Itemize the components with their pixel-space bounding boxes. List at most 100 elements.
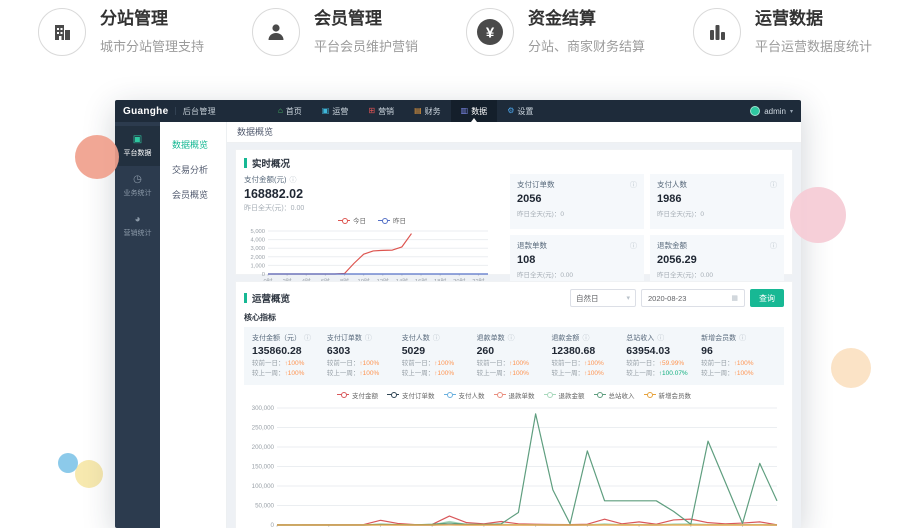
submenu-item-member-overview[interactable]: 会员概览 — [172, 190, 209, 200]
legend-item[interactable]: 新增会员数 — [643, 390, 691, 400]
feature-title: 会员管理 — [313, 9, 382, 28]
svg-text:0时: 0时 — [263, 277, 272, 285]
info-icon[interactable]: ⓘ — [432, 335, 440, 342]
stat-card-refund-orders: 退款单数 ⓘ 108 昨日全天(元)：0.00 — [510, 235, 644, 290]
building-icon — [38, 8, 86, 56]
info-icon[interactable]: ⓘ — [630, 181, 637, 189]
search-button[interactable]: 查询 — [750, 289, 784, 307]
svg-text:14时: 14时 — [396, 277, 408, 285]
feature-settlement: ¥ 资金结算 分站、商家财务结算 — [465, 8, 645, 56]
brand-logo[interactable]: Guanghe ｜后台管理 — [123, 105, 216, 117]
business-stats-icon: ◷ — [133, 173, 142, 185]
info-icon[interactable]: ⓘ — [770, 242, 777, 250]
legend-marker — [378, 217, 390, 224]
indicator-pay-amount: 支付金额（元） ⓘ 135860.28 较前一日：↑100% 较上一周：↑100% — [252, 335, 311, 377]
svg-text:0: 0 — [271, 522, 275, 528]
member-icon — [251, 8, 300, 56]
nav-item-home[interactable]: ⌂ 首页 — [277, 106, 302, 116]
info-icon[interactable]: ⓘ — [364, 335, 372, 342]
sidebar-item-platform-data[interactable]: ▣ 平台数据 — [115, 126, 160, 166]
svg-text:12时: 12时 — [377, 277, 389, 285]
sidebar-item-marketing-stats[interactable]: ◕ 营销统计 — [123, 213, 152, 237]
nav-item-operation[interactable]: ▣ 运营 — [321, 106, 349, 116]
home-icon: ⌂ — [277, 106, 283, 115]
platform-data-icon: ▣ — [132, 133, 143, 145]
page-title: 数据概览 — [227, 122, 801, 143]
svg-text:150,000: 150,000 — [252, 463, 275, 470]
svg-text:250,000: 250,000 — [252, 424, 275, 431]
section-title: 运营概览 — [252, 294, 291, 305]
indicator-new-members: 新增会员数 ⓘ 96 较前一日：↑100% 较上一周：↑100% — [701, 335, 754, 377]
svg-text:18时: 18时 — [434, 277, 446, 285]
nav-item-marketing[interactable]: ⊞ 营销 — [368, 106, 395, 116]
user-menu[interactable]: admin ▾ — [750, 106, 793, 116]
period-select[interactable]: 自然日 ▾ — [570, 289, 636, 307]
legend-item[interactable]: 支付订单数 — [387, 390, 435, 400]
svg-text:0: 0 — [262, 272, 265, 278]
yuan-icon: ¥ — [465, 8, 514, 56]
info-icon[interactable]: ⓘ — [507, 335, 515, 342]
svg-text:2,000: 2,000 — [250, 255, 265, 261]
svg-text:20时: 20时 — [453, 277, 465, 285]
deco-circle-yellow — [75, 460, 103, 488]
monitor-icon: ▣ — [321, 106, 330, 115]
stat-card-refund-amount: 退款金额 ⓘ 2056.29 昨日全天(元)：0.00 — [650, 235, 784, 290]
grid-icon: ⊞ — [368, 106, 376, 115]
sidebar-item-business-stats[interactable]: ◷ 业务统计 — [123, 173, 152, 197]
bar-chart-icon — [692, 8, 741, 56]
operation-line-chart: 0 50,000 100,000 150,000 200,000 250,000 300,0… — [252, 405, 778, 528]
deco-circle-salmon — [75, 135, 119, 179]
svg-text:50,000: 50,000 — [255, 502, 274, 509]
nav-item-data[interactable]: ▥ 数据 — [450, 100, 498, 122]
svg-text:100,000: 100,000 — [252, 483, 275, 490]
submenu-item-data-overview[interactable]: 数据概览 — [172, 140, 209, 150]
gear-icon: ⚙ — [507, 106, 515, 115]
realtime-chart-legend: 今日 昨日 — [244, 215, 500, 225]
legend-item-yesterday[interactable]: 昨日 — [378, 215, 406, 225]
legend-item-today[interactable]: 今日 — [338, 215, 366, 225]
info-icon[interactable]: ⓘ — [657, 335, 665, 342]
legend-marker — [493, 392, 506, 398]
svg-text:5,000: 5,000 — [250, 229, 265, 235]
feature-strip: 分站管理 城市分站管理支持 会员管理 平台会员维护营销 ¥ 资金结算 分站、商家… — [0, 0, 910, 56]
legend-item[interactable]: 支付金额 — [337, 390, 378, 400]
date-input[interactable]: 2020-08-23 ▦ — [641, 289, 745, 307]
info-icon[interactable]: ⓘ — [304, 335, 311, 342]
info-icon[interactable]: ⓘ — [289, 176, 297, 184]
legend-item[interactable]: 退款单数 — [493, 390, 535, 400]
svg-text:200,000: 200,000 — [252, 444, 275, 451]
svg-text:6时: 6时 — [321, 277, 330, 285]
legend-marker — [593, 392, 606, 398]
data-icon: ▥ — [460, 106, 469, 115]
stat-subvalue: 昨日全天(元)：0.00 — [244, 205, 305, 212]
primary-sidebar: ▣ 平台数据 ◷ 业务统计 ◕ 营销统计 — [115, 122, 160, 528]
legend-marker — [387, 392, 399, 398]
legend-item[interactable]: 支付人数 — [443, 390, 485, 400]
legend-marker — [338, 217, 350, 224]
indicator-pay-orders: 支付订单数 ⓘ 6303 较前一日：↑100% 较上一周：↑100% — [326, 335, 380, 377]
svg-text:4,000: 4,000 — [250, 238, 265, 244]
info-icon[interactable]: ⓘ — [770, 181, 777, 189]
svg-text:¥: ¥ — [486, 25, 495, 42]
indicator-total-income: 总站收入 ⓘ 63954.03 较前一日：↑59.99% 较上一周：↑100.07… — [626, 335, 688, 377]
feature-subtitle: 城市分站管理支持 — [100, 38, 205, 54]
nav-item-settings[interactable]: ⚙ 设置 — [507, 106, 534, 116]
deco-circle-peach — [831, 348, 871, 388]
realtime-line-chart: 0 1,000 2,000 3,000 4,000 5,000 0时 2时 4时 6时 8时 10时 1… — [250, 229, 488, 285]
info-icon[interactable]: ⓘ — [739, 335, 747, 342]
svg-text:2时: 2时 — [283, 277, 292, 285]
info-icon[interactable]: ⓘ — [582, 335, 590, 342]
info-icon[interactable]: ⓘ — [630, 242, 637, 250]
top-navbar: Guanghe ｜后台管理 ⌂ 首页 ▣ 运营 ⊞ 营销 ▤ 财务 ▥ 数据 ⚙ 设置 adm… — [115, 100, 801, 122]
secondary-sidebar: 数据概览 交易分析 会员概览 — [160, 122, 227, 528]
submenu-item-trade-analysis[interactable]: 交易分析 — [172, 165, 209, 175]
calendar-icon: ▦ — [731, 295, 738, 302]
svg-text:3,000: 3,000 — [250, 246, 265, 252]
indicator-pay-users: 支付人数 ⓘ 5029 较前一日：↑100% 较上一周：↑100% — [401, 335, 455, 377]
legend-marker — [543, 392, 556, 398]
legend-item[interactable]: 总站收入 — [593, 390, 635, 400]
nav-item-finance[interactable]: ▤ 财务 — [414, 106, 441, 116]
legend-item[interactable]: 退款金额 — [543, 390, 585, 400]
feature-title: 运营数据 — [754, 9, 823, 28]
stat-label: 支付金额(元) — [244, 175, 287, 184]
